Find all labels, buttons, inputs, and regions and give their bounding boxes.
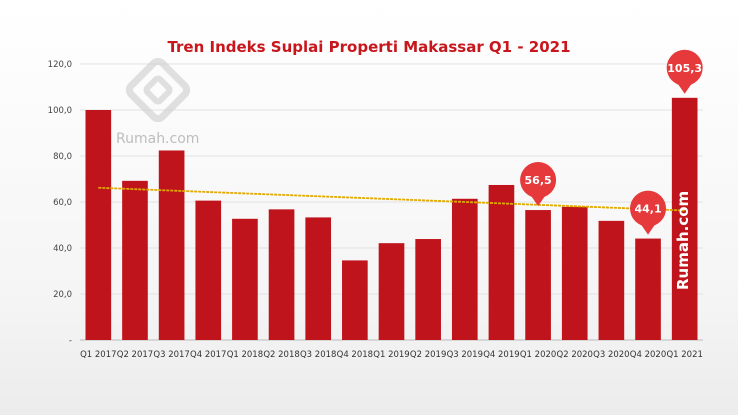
y-tick-label: 80,0 bbox=[53, 152, 72, 162]
bar bbox=[268, 209, 295, 340]
x-tick-label: Q4 2018 bbox=[337, 350, 373, 360]
bar bbox=[598, 220, 625, 340]
x-tick-label: Q2 2020 bbox=[557, 350, 593, 360]
x-tick-label: Q3 2018 bbox=[300, 350, 336, 360]
x-tick-label: Q1 2018 bbox=[227, 350, 263, 360]
callout-bubble bbox=[666, 49, 703, 86]
bar bbox=[378, 243, 405, 340]
x-tick-label: Q3 2017 bbox=[153, 350, 189, 360]
x-tick-label: Q4 2020 bbox=[630, 350, 666, 360]
watermark-vertical-text: Rumah.com bbox=[674, 191, 692, 290]
x-tick-label: Q2 2019 bbox=[410, 350, 446, 360]
x-tick-label: Q1 2019 bbox=[373, 350, 409, 360]
x-tick-label: Q1 2017 bbox=[80, 350, 116, 360]
bar bbox=[122, 180, 148, 340]
bar bbox=[415, 239, 441, 340]
chart-title: Tren Indeks Suplai Properti Makassar Q1 … bbox=[167, 38, 570, 56]
trend-line bbox=[98, 186, 685, 212]
callout-bubble bbox=[520, 162, 557, 199]
x-tick-label: Q1 2020 bbox=[520, 350, 556, 360]
callout: 105,3 bbox=[666, 49, 703, 94]
callout-label: 56,5 bbox=[525, 174, 552, 187]
x-axis-ticks: Q1 2017 Q2 2017 Q3 2017 Q4 2017 Q1 2018 Q2 20… bbox=[80, 350, 703, 360]
y-tick-label: 120,0 bbox=[48, 60, 72, 70]
y-tick-label: 20,0 bbox=[53, 290, 72, 300]
y-axis-ticks: - 20,0 40,0 60,0 80,0 100,0 120,0 bbox=[48, 60, 72, 346]
callouts: 56,5 44,1 105,3 bbox=[520, 49, 703, 235]
bar bbox=[635, 238, 661, 340]
bar bbox=[232, 218, 258, 340]
x-tick-label: Q1 2021 bbox=[666, 350, 702, 360]
bar bbox=[342, 260, 368, 340]
bar bbox=[195, 200, 222, 340]
y-tick-label: - bbox=[69, 336, 72, 346]
bar bbox=[158, 150, 185, 340]
x-tick-label: Q3 2020 bbox=[593, 350, 629, 360]
y-tick-label: 60,0 bbox=[53, 198, 72, 208]
bar bbox=[451, 198, 478, 340]
callout-bubble bbox=[630, 190, 667, 227]
watermark-text: Rumah.com bbox=[116, 131, 199, 147]
x-tick-label: Q3 2019 bbox=[447, 350, 483, 360]
callout-label: 105,3 bbox=[667, 62, 702, 75]
callout: 56,5 bbox=[520, 162, 557, 207]
bars bbox=[85, 97, 698, 340]
bar bbox=[488, 184, 515, 340]
callout: 44,1 bbox=[630, 190, 667, 235]
bar bbox=[305, 217, 332, 340]
x-tick-label: Q2 2018 bbox=[263, 350, 299, 360]
y-tick-label: 100,0 bbox=[48, 106, 72, 116]
x-tick-label: Q2 2017 bbox=[117, 350, 153, 360]
x-tick-label: Q4 2017 bbox=[190, 350, 226, 360]
bar bbox=[525, 210, 551, 340]
y-tick-label: 40,0 bbox=[53, 244, 72, 254]
bar bbox=[561, 206, 588, 340]
bar bbox=[85, 110, 112, 340]
x-tick-label: Q4 2019 bbox=[483, 350, 519, 360]
callout-label: 44,1 bbox=[634, 203, 661, 216]
rumah-house-logo-icon bbox=[125, 57, 191, 123]
bar bbox=[671, 97, 698, 340]
